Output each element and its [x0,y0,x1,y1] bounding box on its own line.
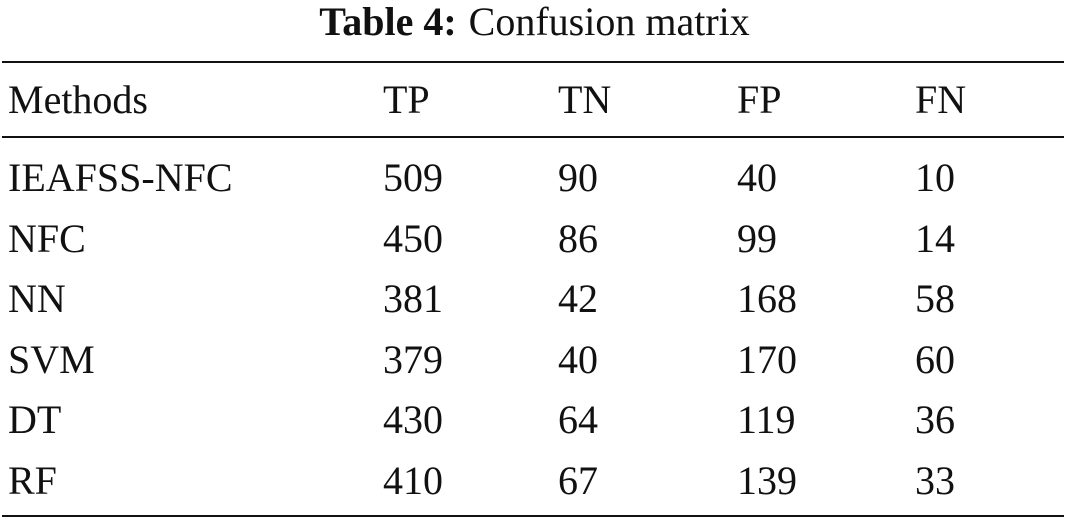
value-cell: 40 [737,155,777,200]
value-cell: 381 [383,276,443,321]
value-cell: 36 [915,397,955,442]
method-cell: NN [8,276,66,321]
method-cell: IEAFSS-NFC [8,155,233,200]
header-cell: FP [737,77,782,122]
value-cell: 139 [737,457,797,503]
method-cell: SVM [8,336,95,382]
header-cell: Methods [8,77,148,122]
value-cell: 379 [383,336,443,382]
value-cell: 58 [915,276,955,321]
method-cell: NFC [8,215,86,261]
value-cell: 64 [558,397,598,442]
value-cell: 119 [737,397,796,442]
value-cell: 170 [737,336,797,382]
method-cell: DT [8,397,62,442]
value-cell: 86 [558,215,598,261]
value-cell: 67 [558,457,598,503]
value-cell: 430 [383,397,443,442]
value-cell: 42 [558,276,598,321]
header-cell: TP [383,77,430,122]
header-cell: TN [558,77,612,122]
value-cell: 14 [915,215,955,261]
value-cell: 40 [558,336,598,382]
value-cell: 168 [737,276,797,321]
caption: Table 4: Confusion matrix [0,0,1069,44]
header-cell: FN [915,77,967,122]
caption-text: Confusion matrix [468,0,750,44]
caption-label: Table 4: [319,0,457,44]
value-cell: 60 [915,336,955,382]
method-cell: RF [8,457,57,503]
value-cell: 410 [383,457,443,503]
value-cell: 509 [383,155,443,200]
header-rule [2,136,1064,138]
value-cell: 450 [383,215,443,261]
value-cell: 33 [915,457,955,503]
value-cell: 10 [915,155,955,200]
value-cell: 99 [737,215,777,261]
value-cell: 90 [558,155,598,200]
top-rule [2,61,1064,63]
bottom-rule [2,515,1064,517]
